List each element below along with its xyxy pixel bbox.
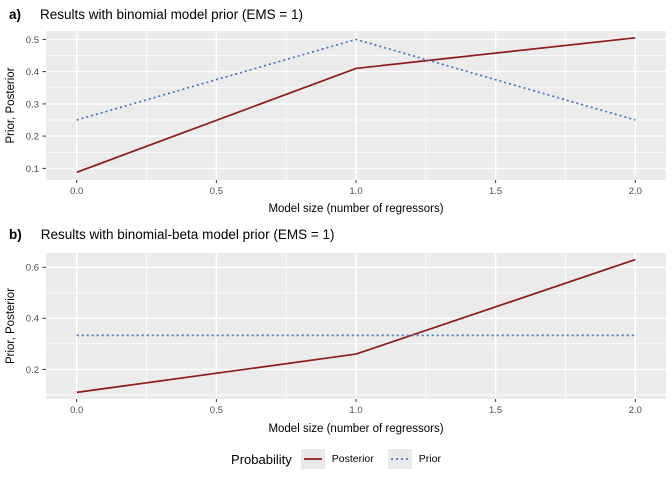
panel-b-title: Results with binomial-beta model prior (… xyxy=(40,227,335,242)
svg-text:0.0: 0.0 xyxy=(70,186,83,197)
prior-line-key-icon xyxy=(387,449,412,469)
svg-text:0.1: 0.1 xyxy=(26,164,39,175)
svg-text:0.4: 0.4 xyxy=(26,67,39,78)
svg-text:0.4: 0.4 xyxy=(26,314,39,325)
legend-entry-posterior: Posterior xyxy=(300,449,374,469)
legend-entry-prior: Prior xyxy=(387,449,441,469)
panel-a-title: Results with binomial model prior (EMS =… xyxy=(40,7,303,22)
svg-text:1.5: 1.5 xyxy=(489,405,502,416)
panel-a-figure: a) Results with binomial model prior (EMS… xyxy=(0,0,672,218)
panel-b-figure: b) Results with binomial-beta model prior… xyxy=(0,218,672,438)
svg-text:Model size (number of regresso: Model size (number of regressors) xyxy=(268,423,443,435)
svg-text:Prior, Posterior: Prior, Posterior xyxy=(5,288,17,364)
svg-text:2.0: 2.0 xyxy=(629,186,642,197)
svg-text:0.5: 0.5 xyxy=(210,405,223,416)
svg-text:1.0: 1.0 xyxy=(349,405,362,416)
svg-text:1.5: 1.5 xyxy=(489,186,502,197)
panel-b-tag: b) xyxy=(9,227,22,242)
legend-title: Probability xyxy=(231,451,292,467)
svg-text:0.2: 0.2 xyxy=(26,365,39,376)
svg-text:0.5: 0.5 xyxy=(26,35,39,46)
svg-text:0.0: 0.0 xyxy=(70,405,83,416)
legend: Probability Posterior Prior xyxy=(0,438,672,480)
panel-a-plot: 0.0 0.5 1.0 1.5 2.0 0.1 0.2 0.3 0.4 0.5 Model size… xyxy=(5,31,666,215)
svg-text:0.6: 0.6 xyxy=(26,263,39,274)
panel-a-title-row: a) Results with binomial model prior (EMS… xyxy=(0,0,672,28)
svg-text:2.0: 2.0 xyxy=(629,405,642,416)
panel-b-title-row: b) Results with binomial-beta model prior… xyxy=(0,218,672,246)
svg-text:Prior, Posterior: Prior, Posterior xyxy=(5,67,17,143)
svg-text:Model size (number of regresso: Model size (number of regressors) xyxy=(268,203,443,215)
panel-b-plot: 0.0 0.5 1.0 1.5 2.0 0.2 0.4 0.6 Model size (numb… xyxy=(5,253,666,435)
svg-text:0.3: 0.3 xyxy=(26,99,39,110)
svg-text:0.2: 0.2 xyxy=(26,132,39,143)
svg-text:0.5: 0.5 xyxy=(210,186,223,197)
legend-label-posterior: Posterior xyxy=(331,453,374,465)
panel-a-tag: a) xyxy=(9,7,22,22)
posterior-line-key-icon xyxy=(300,449,325,469)
svg-text:1.0: 1.0 xyxy=(349,186,362,197)
legend-label-prior: Prior xyxy=(418,453,441,465)
